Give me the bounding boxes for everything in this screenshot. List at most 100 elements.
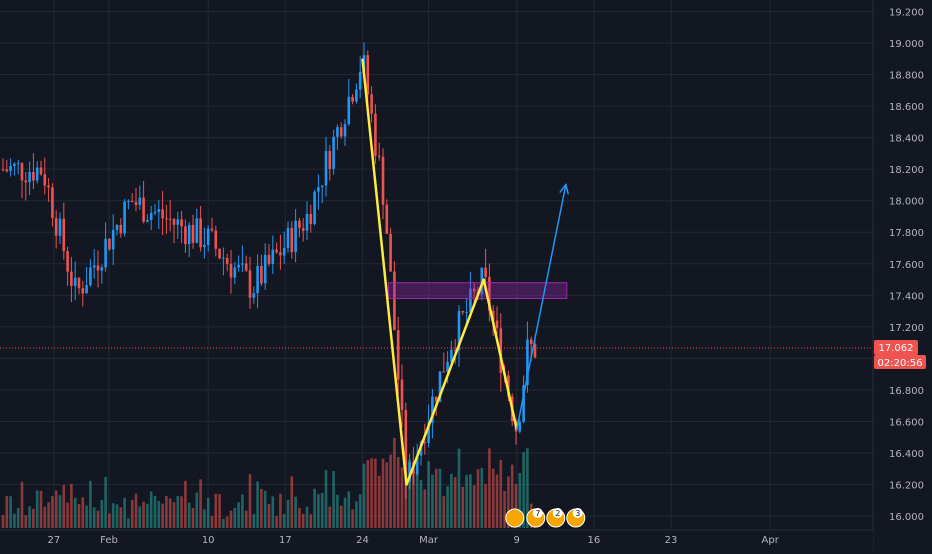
candle-body	[142, 197, 145, 222]
candle-body	[100, 267, 104, 271]
volume-bar	[324, 470, 328, 528]
candle-body	[104, 238, 107, 268]
volume-bar	[362, 463, 366, 528]
time-axis[interactable]: 27 Feb 10 17 24 Mar 9 16 23 Apr	[0, 529, 873, 550]
volume-bar	[396, 457, 400, 528]
volume-bar	[271, 496, 275, 528]
time-tick-label: 27	[48, 535, 61, 546]
event-count: 2	[555, 509, 560, 518]
volume-bar	[389, 454, 392, 528]
volume-bar	[108, 513, 111, 528]
volume-bar	[225, 516, 229, 528]
candle-body	[400, 379, 404, 410]
volume-bar	[43, 506, 47, 528]
candle-body	[206, 228, 210, 245]
candle-body	[134, 202, 138, 205]
volume-bar	[35, 490, 39, 528]
volume-bar	[1, 514, 5, 528]
volume-bar	[146, 503, 149, 528]
candle-body	[317, 187, 320, 192]
volume-bar	[507, 476, 510, 528]
volume-bar	[286, 499, 290, 528]
volume-bar	[241, 494, 244, 528]
event-flag-icon[interactable]	[505, 508, 525, 528]
time-tick-label: Apr	[762, 535, 780, 546]
volume-bar	[134, 493, 138, 528]
candle-body	[233, 267, 237, 278]
countdown-tag	[874, 355, 926, 369]
candle-body	[282, 248, 286, 256]
candle-body	[184, 226, 187, 245]
candle-body	[149, 213, 153, 220]
candle-body	[290, 227, 294, 253]
candle-body	[298, 220, 301, 229]
volume-bar	[419, 480, 423, 528]
volume-bar	[149, 491, 153, 528]
volume-bar	[279, 493, 282, 528]
candle-body	[465, 311, 468, 313]
volume-bar	[138, 506, 142, 528]
candle-body	[54, 218, 58, 236]
drawings-layer[interactable]	[361, 58, 570, 486]
w-pattern-line[interactable]	[361, 58, 518, 486]
volume-bar	[377, 475, 381, 528]
volume-bar	[62, 485, 66, 528]
volume-bar	[256, 481, 259, 528]
candle-body	[47, 185, 50, 188]
candle-body	[332, 136, 335, 169]
volume-bar	[465, 475, 468, 528]
candle-body	[518, 421, 522, 432]
time-tick-label: 23	[665, 535, 678, 546]
volume-bar	[39, 490, 43, 528]
candle-body	[320, 185, 324, 188]
candle-body	[123, 201, 126, 234]
volume-bar	[484, 484, 487, 528]
volume-bar	[339, 505, 343, 528]
volume-bar	[24, 515, 28, 528]
volume-bar	[9, 496, 12, 528]
volume-bar	[16, 507, 20, 528]
volume-bar	[317, 494, 320, 528]
price-tick-label: 18.800	[889, 71, 924, 82]
candle-body	[241, 263, 244, 265]
volume-bar	[328, 506, 332, 528]
candle-body	[153, 211, 157, 214]
time-tick-label: 16	[588, 535, 601, 546]
volume-bar	[168, 498, 172, 528]
candle-body	[431, 396, 434, 423]
candle-body	[203, 244, 206, 248]
candle-body	[374, 113, 377, 156]
volume-bar	[381, 458, 385, 528]
candle-body	[286, 227, 290, 249]
candle-body	[111, 230, 115, 250]
candle-body	[180, 219, 183, 227]
time-tick-label: 24	[356, 535, 369, 546]
forecast-arrow-line[interactable]	[516, 184, 567, 430]
volume-bar	[123, 497, 126, 528]
volume-bar	[305, 506, 309, 528]
candle-body	[248, 270, 252, 298]
volume-bar	[119, 507, 123, 528]
volume-bar	[58, 495, 62, 528]
volume-bar	[400, 467, 404, 528]
price-tick-label: 17.800	[889, 228, 924, 239]
volume-bar	[47, 502, 50, 528]
volume-bar	[301, 513, 305, 528]
volume-bar	[28, 506, 31, 528]
volume-bar	[66, 502, 69, 528]
candle-body	[529, 339, 533, 345]
volume-bar	[180, 496, 183, 528]
price-axis[interactable]: 19.200 19.000 18.800 18.600 18.400 18.200 18.0…	[872, 0, 932, 550]
volume-bar	[457, 448, 461, 528]
price-axis-background	[873, 0, 932, 550]
volume-bar	[309, 514, 313, 528]
candle-body	[271, 249, 275, 264]
event-badges[interactable]: 7 2 3	[505, 508, 586, 528]
time-axis-background	[0, 530, 873, 550]
volume-bar	[222, 518, 225, 528]
candle-body	[108, 238, 111, 250]
candle-body	[385, 204, 389, 234]
volume-bar	[184, 480, 187, 528]
